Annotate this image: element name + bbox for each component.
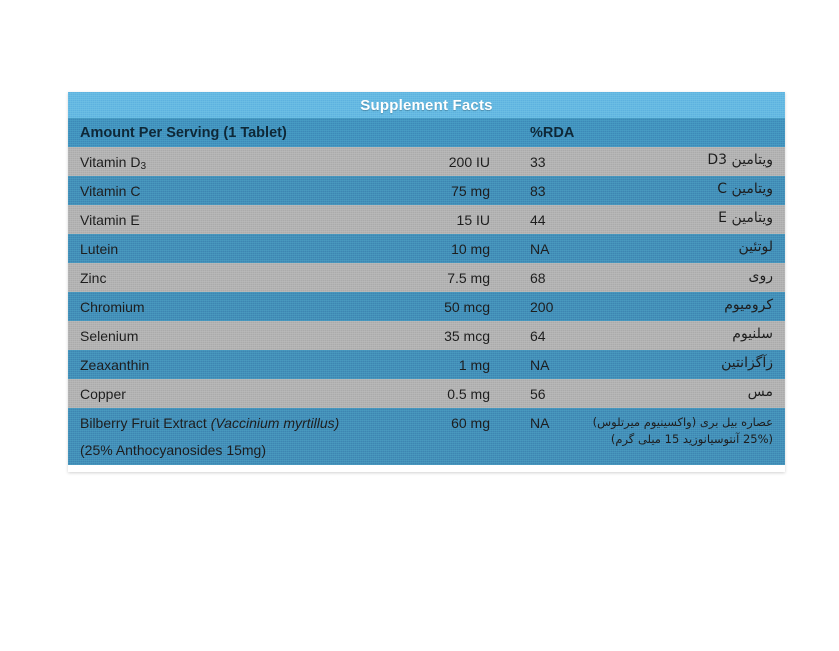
header-percent-rda: %RDA xyxy=(530,124,575,141)
nutrient-name: Copper xyxy=(80,386,126,402)
table-row: Vitamin D3 200 IU 33 ویتامین D3 xyxy=(68,147,785,176)
nutrient-rda: NA xyxy=(530,357,550,373)
nutrient-rda: 56 xyxy=(530,386,546,402)
supplement-facts-table: Supplement Facts Amount Per Serving (1 T… xyxy=(68,92,785,472)
nutrient-name-farsi: روی xyxy=(748,268,773,284)
nutrient-name: Chromium xyxy=(80,299,145,315)
table-row: Zinc 7.5 mg 68 روی xyxy=(68,263,785,292)
table-title-bar: Supplement Facts xyxy=(68,92,785,118)
nutrient-name-farsi: ویتامین D3 xyxy=(707,152,773,168)
scientific-name: (Vaccinium myrtillus) xyxy=(210,415,340,431)
nutrient-rda: NA xyxy=(530,415,550,431)
nutrient-name: Bilberry Fruit Extract (Vaccinium myrtil… xyxy=(80,415,340,431)
header-amount-per-serving: Amount Per Serving (1 Tablet) xyxy=(80,124,287,141)
table-row: Copper 0.5 mg 56 مس xyxy=(68,379,785,408)
nutrient-amount: 1 mg xyxy=(458,357,490,373)
nutrient-rda: 83 xyxy=(530,183,546,199)
table-title: Supplement Facts xyxy=(360,96,493,114)
nutrient-rda: 33 xyxy=(530,154,546,170)
table-row: Selenium 35 mcg 64 سلنیوم xyxy=(68,321,785,350)
nutrient-amount: 10 mg xyxy=(451,241,490,257)
table-row: Vitamin C 75 mg 83 ویتامین C xyxy=(68,176,785,205)
nutrient-amount: 35 mcg xyxy=(444,328,490,344)
nutrient-name-farsi: عصاره بیل بری (واکسینیوم میرتلوس) (25% آن… xyxy=(592,415,773,446)
nutrient-name: Vitamin E xyxy=(80,212,140,228)
nutrient-name: Zeaxanthin xyxy=(80,357,150,373)
nutrient-name: Lutein xyxy=(80,241,119,257)
nutrient-rda: 68 xyxy=(530,270,546,286)
nutrient-name-farsi: زآگزانتین xyxy=(721,355,773,371)
nutrient-amount: 0.5 mg xyxy=(447,386,490,402)
nutrient-name-farsi: سلنیوم xyxy=(732,326,773,342)
table-row: Chromium 50 mcg 200 کرومیوم xyxy=(68,292,785,321)
nutrient-name: Selenium xyxy=(80,328,139,344)
nutrient-name-farsi: لوتئین xyxy=(738,239,773,255)
nutrient-rda: 44 xyxy=(530,212,546,228)
nutrient-amount: 15 IU xyxy=(456,212,490,228)
table-row: Bilberry Fruit Extract (Vaccinium myrtil… xyxy=(68,408,785,465)
nutrient-amount: 60 mg xyxy=(451,415,490,431)
nutrient-rda: NA xyxy=(530,241,550,257)
nutrient-rda: 64 xyxy=(530,328,546,344)
nutrient-amount: 50 mcg xyxy=(444,299,490,315)
nutrient-name: Zinc xyxy=(80,270,107,286)
nutrient-rda: 200 xyxy=(530,299,554,315)
table-row: Vitamin E 15 IU 44 ویتامین E xyxy=(68,205,785,234)
table-header-row: Amount Per Serving (1 Tablet) %RDA xyxy=(68,118,785,147)
nutrient-subline: (25% Anthocyanosides 15mg) xyxy=(80,442,266,458)
nutrient-amount: 7.5 mg xyxy=(447,270,490,286)
nutrient-name-farsi: کرومیوم xyxy=(724,297,773,313)
nutrient-name-subscript: 3 xyxy=(140,161,147,172)
table-row: Lutein 10 mg NA لوتئین xyxy=(68,234,785,263)
nutrient-name-farsi: ویتامین E xyxy=(718,210,773,226)
nutrient-name: Vitamin C xyxy=(80,183,141,199)
nutrient-amount: 200 IU xyxy=(448,154,490,170)
nutrient-name: Vitamin D3 xyxy=(80,154,147,172)
table-row: Zeaxanthin 1 mg NA زآگزانتین xyxy=(68,350,785,379)
nutrient-name-farsi: ویتامین C xyxy=(717,181,773,197)
nutrient-amount: 75 mg xyxy=(451,183,490,199)
nutrient-name-farsi: مس xyxy=(747,384,773,400)
